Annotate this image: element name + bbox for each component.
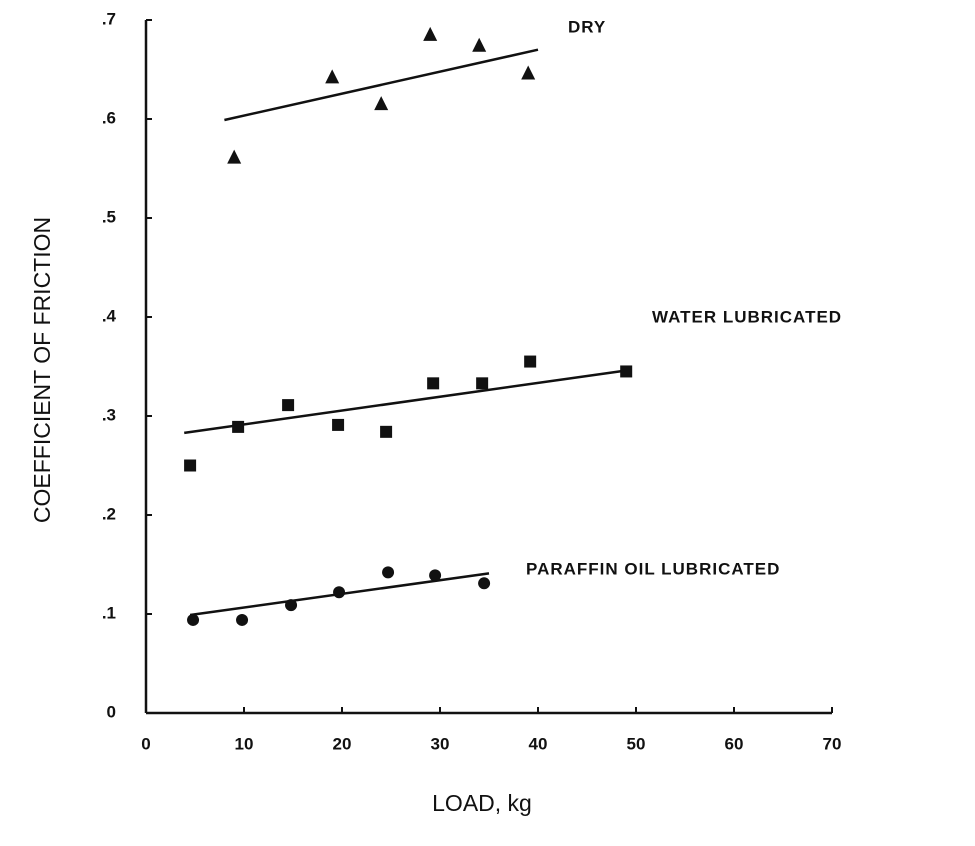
circle-point xyxy=(236,613,249,626)
y-tick-label: .4 xyxy=(102,306,117,325)
square-point xyxy=(427,377,440,390)
triangle-point xyxy=(374,96,389,111)
y-tick-label: 0 xyxy=(107,702,116,721)
x-axis-title: LOAD, kg xyxy=(432,790,532,816)
square-point xyxy=(476,377,489,390)
triangle-point xyxy=(227,149,242,164)
square-point xyxy=(524,355,537,368)
fit-line xyxy=(224,48,539,122)
series-label: WATER LUBRICATED xyxy=(652,307,842,326)
x-tick-label: 10 xyxy=(235,734,254,753)
circle-point xyxy=(478,577,491,590)
y-tick-label: .3 xyxy=(102,405,116,424)
triangle-point xyxy=(472,37,487,52)
x-tick-label: 70 xyxy=(823,734,842,753)
x-tick-label: 40 xyxy=(529,734,548,753)
fit-line xyxy=(184,369,627,435)
x-tick-label: 60 xyxy=(725,734,744,753)
square-point xyxy=(184,459,197,472)
x-tick-label: 0 xyxy=(141,734,150,753)
triangle-point xyxy=(521,65,536,80)
series-label: PARAFFIN OIL LUBRICATED xyxy=(526,559,780,578)
square-point xyxy=(380,425,393,438)
y-tick-label: .5 xyxy=(102,207,116,226)
triangle-point xyxy=(325,69,340,84)
x-tick-label: 30 xyxy=(431,734,450,753)
circle-point xyxy=(429,569,442,582)
y-tick-label: .2 xyxy=(102,504,116,523)
y-tick-label: .7 xyxy=(102,9,116,28)
circle-point xyxy=(285,599,298,612)
y-tick-label: .1 xyxy=(102,603,116,622)
square-point xyxy=(332,418,345,431)
square-point xyxy=(232,420,245,433)
circle-point xyxy=(382,566,395,579)
x-tick-label: 50 xyxy=(627,734,646,753)
circle-point xyxy=(333,586,346,599)
series-label: DRY xyxy=(568,17,606,36)
x-tick-label: 20 xyxy=(333,734,352,753)
y-axis-title: COEFFICIENT OF FRICTION xyxy=(29,217,55,523)
y-tick-label: .6 xyxy=(102,108,116,127)
circle-point xyxy=(187,613,200,626)
square-point xyxy=(282,399,295,412)
square-point xyxy=(620,365,633,378)
triangle-point xyxy=(423,26,438,41)
